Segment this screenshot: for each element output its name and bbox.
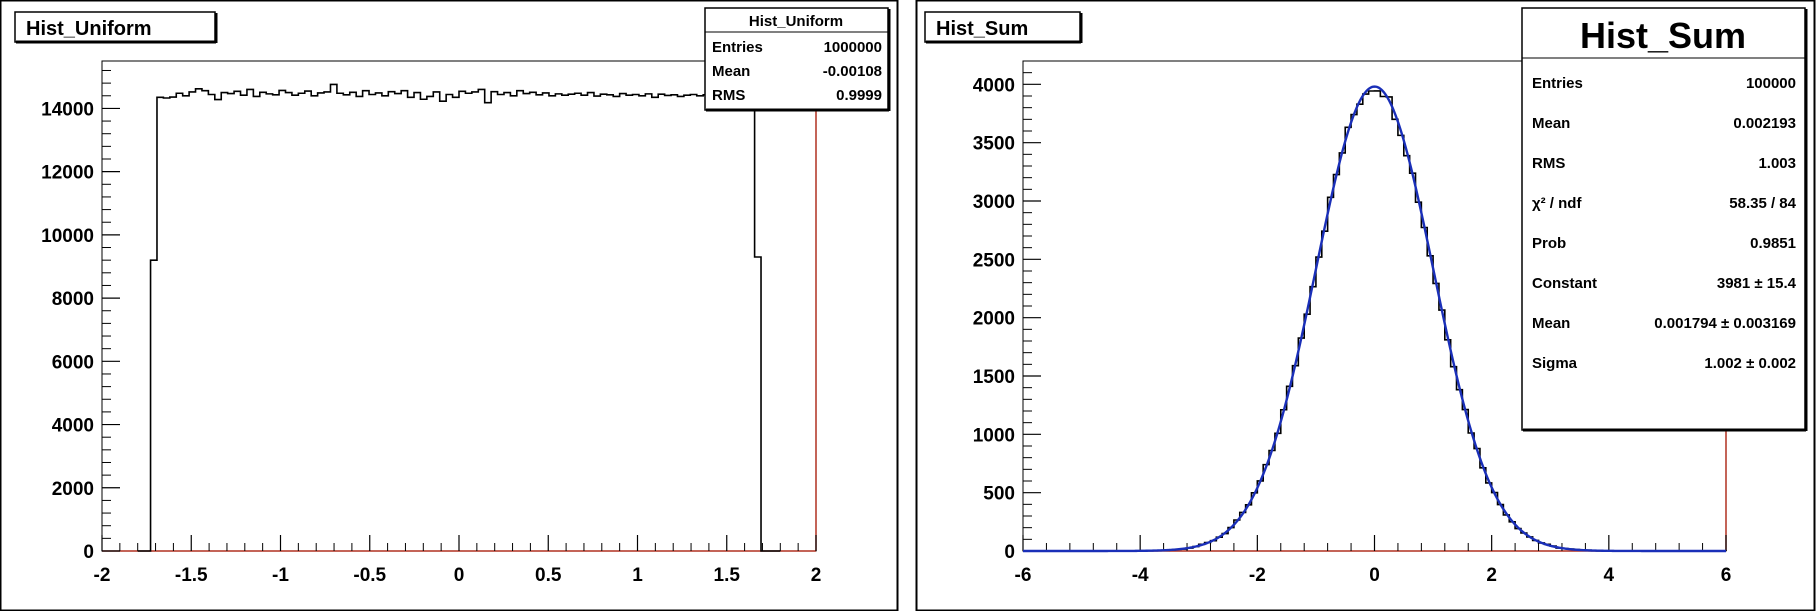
left-y-tick-label: 0 — [83, 542, 94, 563]
left-y-tick-label: 2000 — [52, 479, 94, 500]
right-y-tick-label: 2000 — [973, 309, 1015, 330]
left-x-axis: -2 -1.5 -1 -0.5 0 0.5 1 1.5 2 — [94, 535, 822, 586]
right-y-tick-label: 4000 — [973, 75, 1015, 96]
right-stats-value: 0.002193 — [1733, 115, 1796, 132]
left-histogram — [137, 83, 781, 552]
right-x-axis: -6 -4 -2 0 2 4 6 — [1015, 535, 1732, 586]
left-y-tick-label: 14000 — [41, 99, 94, 120]
right-stats-label: Prob — [1532, 235, 1566, 252]
right-y-tick-label: 0 — [1004, 542, 1015, 563]
right-pad: 0 500 1000 1500 2000 2500 3000 3500 4000 -6 -4 -2 0… — [915, 0, 1816, 611]
right-x-tick-label: 0 — [1369, 565, 1380, 586]
right-stats-value: 3981 ± 15.4 — [1717, 275, 1797, 292]
right-stats-label: Entries — [1532, 75, 1583, 92]
right-stats-label: χ² / ndf — [1532, 195, 1582, 212]
right-stats-label: Mean — [1532, 115, 1570, 132]
left-histogram-line — [137, 83, 781, 552]
right-stats-label: Sigma — [1532, 355, 1578, 372]
left-stats-value: 0.9999 — [836, 87, 882, 104]
right-y-tick-label: 3000 — [973, 192, 1015, 213]
right-title-box: Hist_Sum — [924, 11, 1083, 44]
left-stats-title: Hist_Uniform — [749, 13, 843, 30]
left-y-tick-label: 4000 — [52, 416, 94, 437]
left-y-tick-label: 12000 — [41, 163, 94, 184]
right-y-tick-label: 1500 — [973, 367, 1015, 388]
left-x-tick-label: 1.5 — [714, 565, 741, 586]
right-fit — [1023, 85, 1726, 553]
left-stats-value: 1000000 — [824, 39, 882, 56]
right-stats-value: 58.35 / 84 — [1729, 195, 1796, 212]
right-x-tick-label: -2 — [1249, 565, 1266, 586]
left-y-axis: 0 2000 4000 6000 8000 10000 12000 14000 — [41, 69, 120, 563]
right-stats-label: RMS — [1532, 155, 1565, 172]
right-stats-value: 0.9851 — [1750, 235, 1796, 252]
left-x-tick-label: 2 — [811, 565, 822, 586]
right-stats-box: Hist_Sum Entries 100000 Mean 0.002193 RM… — [1521, 7, 1808, 432]
left-stats-label: RMS — [712, 87, 745, 104]
right-y-tick-label: 2500 — [973, 250, 1015, 271]
left-x-tick-label: -2 — [94, 565, 111, 586]
right-stats-label: Constant — [1532, 275, 1597, 292]
left-y-tick-label: 10000 — [41, 226, 94, 247]
right-x-tick-label: 2 — [1486, 565, 1497, 586]
left-x-tick-label: -1 — [272, 565, 289, 586]
left-x-tick-label: -1.5 — [175, 565, 208, 586]
left-x-tick-label: 0.5 — [535, 565, 562, 586]
left-stats-box: Hist_Uniform Entries 1000000 Mean -0.001… — [704, 7, 891, 112]
right-x-tick-label: -4 — [1132, 565, 1149, 586]
right-stats-value: 100000 — [1746, 75, 1796, 92]
right-y-tick-label: 1000 — [973, 425, 1015, 446]
right-stats-value: 0.001794 ± 0.003169 — [1654, 315, 1796, 332]
right-title: Hist_Sum — [936, 18, 1028, 40]
right-stats-label: Mean — [1532, 315, 1570, 332]
right-x-tick-label: 6 — [1721, 565, 1732, 586]
left-title-box: Hist_Uniform — [14, 11, 218, 44]
left-stats-label: Mean — [712, 63, 750, 80]
right-stats-title: Hist_Sum — [1580, 15, 1746, 56]
left-stats-label: Entries — [712, 39, 763, 56]
right-y-tick-label: 500 — [983, 484, 1015, 505]
right-fit-curve — [1023, 85, 1726, 553]
right-x-tick-label: -6 — [1015, 565, 1032, 586]
left-y-tick-label: 6000 — [52, 352, 94, 373]
left-x-tick-label: -0.5 — [353, 565, 386, 586]
right-stats-value: 1.003 — [1758, 155, 1796, 172]
left-plot-frame — [101, 60, 817, 552]
left-title: Hist_Uniform — [26, 18, 152, 40]
right-stats-value: 1.002 ± 0.002 — [1704, 355, 1796, 372]
left-x-tick-label: 0 — [454, 565, 465, 586]
left-y-tick-label: 8000 — [52, 289, 94, 310]
right-y-axis: 0 500 1000 1500 2000 2500 3000 3500 4000 — [973, 60, 1041, 563]
right-y-tick-label: 3500 — [973, 134, 1015, 155]
right-x-tick-label: 4 — [1604, 565, 1615, 586]
left-stats-value: -0.00108 — [823, 63, 882, 80]
left-x-tick-label: 1 — [632, 565, 643, 586]
